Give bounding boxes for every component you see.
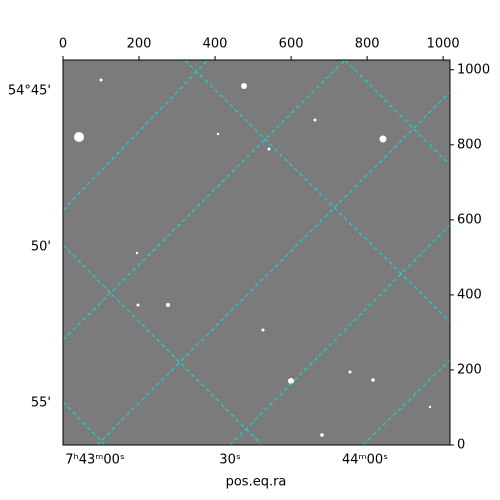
coordinate-grid	[62, 59, 451, 446]
y-tick-label: 600	[457, 212, 482, 227]
dec-tick-label: 54°45'	[8, 84, 51, 99]
y-tick-label: 0	[457, 438, 465, 453]
dec-tick-label: 55'	[31, 396, 51, 411]
x-tick-label: 800	[355, 37, 380, 52]
x-tick-label: 200	[127, 37, 152, 52]
y-tick-label: 800	[457, 137, 482, 152]
x-axis-label: pos.eq.ra	[226, 475, 287, 490]
x-tick-label: 1000	[427, 37, 460, 52]
image	[63, 60, 450, 445]
ra-tick-label: 30ˢ	[219, 453, 241, 468]
x-tick-label: 600	[279, 37, 304, 52]
ra-tick-label: 7ʰ43ᵐ00ˢ	[65, 453, 125, 468]
y-tick-label: 400	[457, 287, 482, 302]
x-tick-label: 400	[203, 37, 228, 52]
y-tick-label: 1000	[457, 62, 490, 77]
y-tick-label: 200	[457, 362, 482, 377]
ra-tick-label: 44ᵐ00ˢ	[342, 453, 388, 468]
dec-tick-label: 50'	[31, 240, 51, 255]
frame	[62, 59, 451, 446]
stars	[74, 78, 432, 437]
x-tick-label: 0	[59, 37, 67, 52]
